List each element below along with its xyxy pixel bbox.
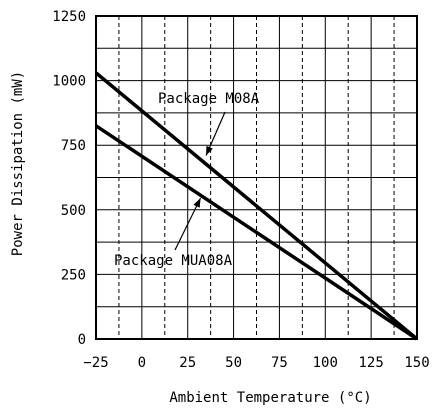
series-group	[94, 71, 419, 341]
annotation-arrowhead-2	[193, 198, 201, 208]
x-tick-label: 0	[138, 355, 146, 371]
x-tick-label: 150	[404, 355, 429, 371]
y-tick-label: 500	[61, 203, 86, 219]
annotation-group: Package M08A Package MUA08A	[114, 91, 260, 269]
x-tick-label: 75	[271, 355, 288, 371]
y-tick-label: 1250	[52, 9, 86, 25]
annotation-arrowhead-1	[206, 145, 213, 156]
x-tick-label: 100	[313, 355, 338, 371]
x-tick-label: 50	[225, 355, 242, 371]
series-line-2	[95, 124, 418, 341]
annotation-label-2: Package MUA08A	[114, 253, 233, 269]
x-axis-title: Ambient Temperature (°C)	[169, 390, 371, 406]
y-axis-title: Power Dissipation (mW)	[10, 71, 26, 256]
plot-frame	[95, 15, 418, 340]
x-tick-label: −25	[83, 355, 108, 371]
annotation-leader-2	[174, 197, 202, 251]
series-line-1	[94, 71, 419, 341]
x-tick-label: 125	[358, 355, 383, 371]
y-tick-labels: 0 250 500 750 1000 1250	[52, 9, 86, 348]
y-tick-label: 250	[61, 267, 86, 283]
y-tick-label: 750	[61, 138, 86, 154]
grid	[96, 16, 417, 339]
y-tick-label: 0	[78, 332, 86, 348]
y-tick-label: 1000	[52, 74, 86, 90]
x-tick-label: 25	[179, 355, 196, 371]
x-tick-labels: −25 0 25 50 75 100 125 150	[83, 355, 429, 371]
annotation-label-1: Package M08A	[158, 91, 260, 107]
